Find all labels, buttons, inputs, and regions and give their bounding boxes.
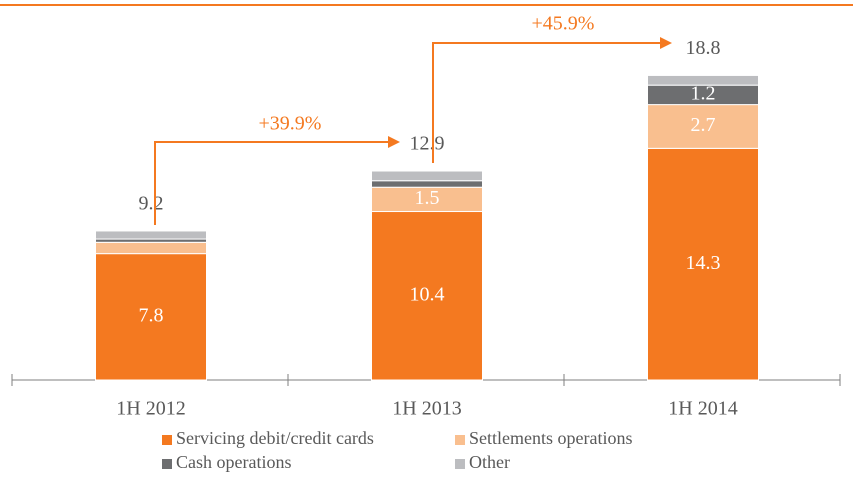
bar-segment (371, 180, 483, 188)
data-label: 10.4 (410, 283, 445, 305)
legend-swatch (162, 459, 172, 469)
data-label: 7.8 (139, 304, 164, 326)
legend-label: Settlements operations (469, 428, 632, 448)
total-label: 12.9 (410, 133, 445, 155)
arrow-head (388, 136, 400, 148)
growth-label: +45.9% (532, 13, 595, 35)
total-label: 18.8 (686, 37, 721, 59)
growth-arrow (154, 141, 390, 225)
legend-swatch (455, 459, 465, 469)
data-label: 1.5 (415, 187, 440, 209)
bar-segment (647, 74, 759, 86)
bar-segment (95, 253, 207, 381)
arrow-head (660, 37, 672, 49)
legend-label: Other (469, 452, 510, 472)
total-label: 9.2 (139, 193, 164, 215)
growth-label: +39.9% (259, 113, 322, 135)
legend-swatch (455, 435, 465, 445)
bar-segment (95, 230, 207, 240)
x-tick-label: 1H 2014 (668, 398, 737, 420)
x-tick-label: 1H 2012 (116, 398, 185, 420)
bar-segment (371, 211, 483, 381)
x-tick-label: 1H 2013 (392, 398, 461, 420)
legend-label: Cash operations (176, 452, 291, 472)
legend-label: Servicing debit/credit cards (176, 428, 374, 448)
legend-swatch (162, 435, 172, 445)
data-label: 1.2 (691, 82, 716, 104)
data-label: 2.7 (691, 114, 716, 136)
bar-segment (95, 241, 207, 255)
growth-arrow (432, 42, 662, 163)
data-label: 14.3 (686, 252, 721, 274)
bar-segment (371, 170, 483, 182)
